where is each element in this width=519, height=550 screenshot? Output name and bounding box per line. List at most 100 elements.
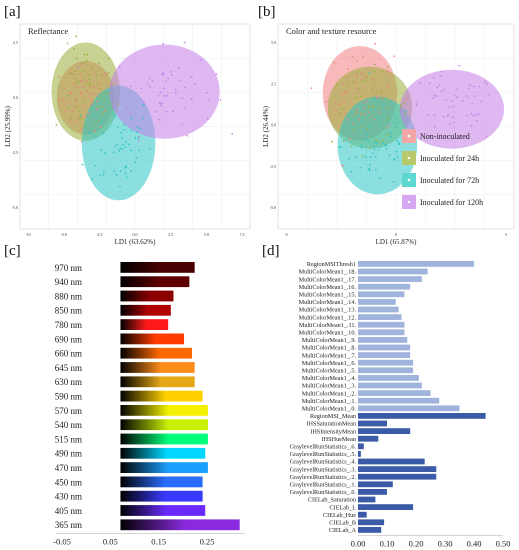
data-point: [372, 98, 375, 100]
data-point: [183, 41, 186, 44]
data-point: [80, 81, 83, 83]
data-point: [97, 87, 100, 90]
x-tick-label: 0.05: [103, 537, 118, 547]
x-tick-label: 0.20: [409, 539, 424, 549]
data-point: [378, 140, 381, 143]
data-point: [375, 142, 378, 144]
data-point: [107, 92, 109, 95]
category-label: GraylevelRunStatistics_.4.: [290, 459, 357, 466]
bar-515-nm: [120, 433, 208, 445]
legend-entry: Non-inoculated: [420, 132, 470, 141]
data-point: [95, 83, 98, 86]
category-label: MultiColorMean1_.9.: [302, 337, 357, 344]
data-point: [350, 102, 353, 105]
data-point: [136, 126, 139, 129]
bar-405-nm: [120, 505, 206, 516]
bar-multicolormean1-0-: [358, 405, 460, 412]
data-point: [386, 133, 389, 136]
data-point: [367, 140, 370, 143]
data-point: [119, 170, 122, 173]
category-label: 515 nm: [55, 434, 82, 444]
data-point: [73, 70, 76, 73]
data-point: [369, 147, 372, 150]
data-point: [442, 115, 445, 118]
y-tick-label: -2.5: [270, 164, 276, 169]
data-point: [368, 169, 371, 172]
data-point: [342, 83, 345, 85]
data-point: [125, 141, 127, 143]
data-point: [470, 125, 473, 127]
data-point: [208, 99, 211, 102]
data-point: [363, 101, 365, 104]
data-point: [130, 149, 133, 152]
data-point: [382, 142, 385, 144]
data-point: [337, 103, 340, 106]
data-point: [134, 161, 137, 164]
ellipse-inoculated-for-72h: [337, 96, 418, 195]
data-point: [78, 80, 80, 83]
data-point: [379, 121, 381, 124]
data-point: [146, 83, 149, 85]
data-point: [395, 150, 398, 153]
data-point: [355, 88, 358, 90]
data-point: [122, 123, 125, 126]
data-point: [386, 117, 389, 119]
data-point: [440, 70, 443, 73]
data-point: [377, 97, 380, 100]
data-point: [142, 100, 145, 103]
data-point: [87, 95, 90, 97]
category-label: IHSIntensityMean: [310, 428, 356, 435]
data-point: [342, 101, 345, 104]
data-point: [83, 77, 85, 80]
data-point: [161, 102, 163, 105]
data-point: [55, 123, 58, 126]
category-label: CIELab_L: [330, 504, 357, 511]
data-point: [467, 87, 470, 90]
bar-multicolormean1-9-: [358, 337, 408, 343]
data-point: [351, 81, 354, 83]
category-label: 660 nm: [55, 349, 82, 359]
data-point: [453, 94, 456, 97]
data-point: [480, 100, 482, 103]
data-point: [91, 101, 94, 104]
data-point: [366, 127, 368, 130]
data-point: [58, 98, 61, 100]
data-point: [154, 110, 157, 113]
data-point: [341, 164, 344, 167]
data-point: [88, 82, 91, 85]
data-point: [477, 113, 480, 115]
data-point: [87, 112, 90, 115]
data-point: [79, 63, 82, 66]
data-point: [138, 149, 141, 152]
data-point: [114, 145, 117, 148]
x-tick-label: 0.25: [200, 537, 215, 547]
data-point: [380, 96, 383, 99]
data-point: [348, 137, 351, 140]
y-tick-label: 2.5: [271, 81, 276, 86]
category-label: MultiColorMean1_.16.: [299, 284, 357, 291]
data-point: [83, 53, 86, 56]
data-point: [366, 100, 368, 103]
data-point: [368, 167, 371, 170]
data-point: [149, 85, 152, 88]
data-point: [73, 47, 76, 50]
bar-365-nm: [120, 519, 240, 531]
category-label: 630 nm: [55, 377, 82, 387]
data-point: [379, 177, 382, 179]
data-point: [107, 71, 110, 74]
data-point: [461, 99, 464, 102]
data-point: [90, 92, 92, 94]
data-point: [382, 139, 384, 142]
x-tick-label: 0.10: [380, 539, 395, 549]
bar-multicolormean1-16-: [358, 283, 411, 290]
data-point: [130, 117, 133, 120]
data-point: [92, 122, 95, 124]
bar-cielab-hue: [358, 511, 367, 518]
data-point: [378, 111, 381, 114]
data-point: [138, 135, 141, 138]
data-point: [120, 148, 123, 150]
data-point: [129, 170, 132, 172]
data-point: [116, 143, 119, 146]
category-label: RegionMSIThresh1: [307, 261, 356, 268]
bar-multicolormean1-3-: [358, 382, 422, 389]
